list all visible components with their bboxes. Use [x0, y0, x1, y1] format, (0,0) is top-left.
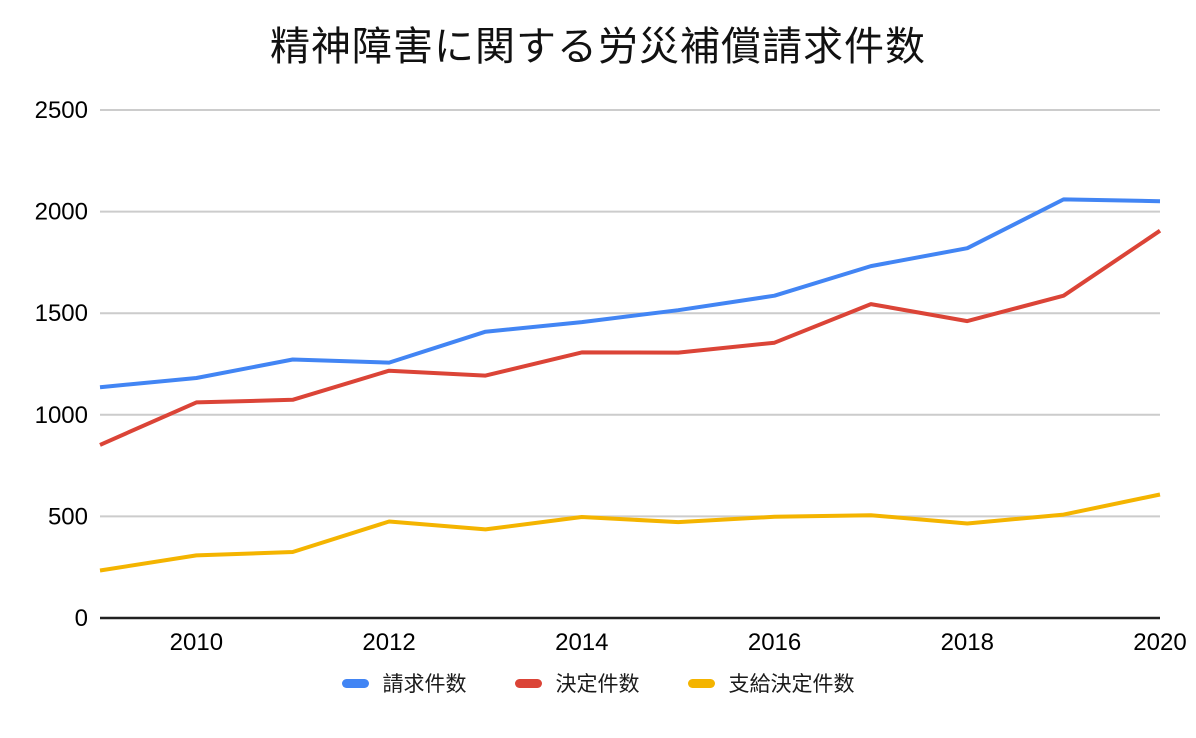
y-tick-label-2000: 2000 — [35, 199, 88, 226]
legend-label-claims: 請求件数 — [382, 673, 467, 696]
legend-swatch-decisions — [514, 678, 542, 688]
chart-legend: 請求件数 決定件数 支給決定件数 — [0, 668, 1196, 698]
legend-swatch-grants — [687, 678, 715, 688]
y-tick-label-2500: 2500 — [35, 97, 88, 124]
legend-item-claims: 請求件数 — [341, 668, 467, 698]
legend-item-grants: 支給決定件数 — [687, 668, 855, 698]
legend-label-grants: 支給決定件数 — [728, 673, 855, 696]
x-tick-label-2020: 2020 — [1133, 629, 1186, 656]
legend-item-decisions: 決定件数 — [514, 668, 640, 698]
y-tick-label-500: 500 — [48, 503, 88, 530]
chart-title: 精神障害に関する労災補償請求件数 — [270, 25, 926, 69]
series-line-grants — [99, 492, 1161, 573]
x-tick-label-2018: 2018 — [941, 629, 994, 656]
x-tick-label-2012: 2012 — [362, 629, 415, 656]
x-tick-label-2016: 2016 — [748, 629, 801, 656]
y-tick-label-1000: 1000 — [35, 402, 88, 429]
x-tick-label-2014: 2014 — [555, 629, 608, 656]
y-tick-label-0: 0 — [75, 605, 88, 632]
legend-label-decisions: 決定件数 — [555, 673, 640, 696]
series-line-decisions — [99, 229, 1162, 447]
line-chart-plot-area: 0 500 1000 1500 2000 2500 2010 2012 2014 2016 2018… — [35, 97, 1187, 656]
series-line-claims — [99, 197, 1161, 390]
legend-swatch-claims — [341, 678, 369, 688]
y-tick-label-1500: 1500 — [35, 300, 88, 327]
x-tick-label-2010: 2010 — [170, 629, 223, 656]
